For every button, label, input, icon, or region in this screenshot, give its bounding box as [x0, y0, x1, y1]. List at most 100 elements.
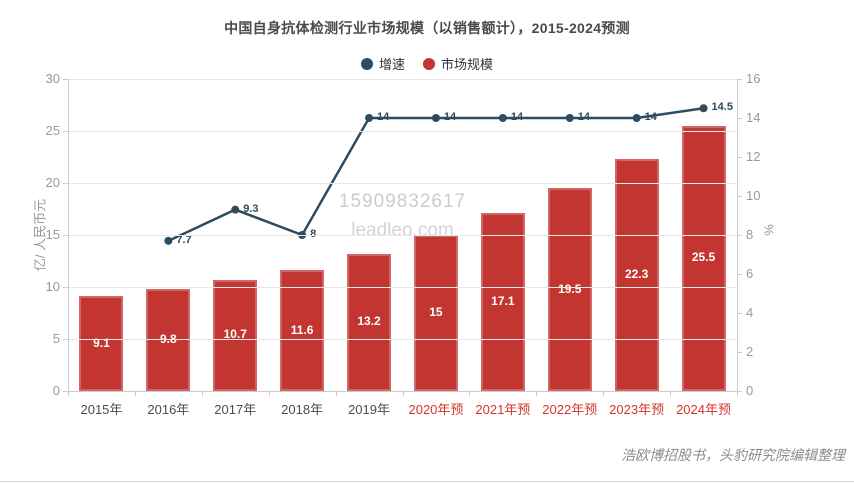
y2-axis-tick: [737, 313, 742, 314]
line-value-label: 14: [644, 111, 657, 123]
x-axis-label: 2017年: [214, 402, 257, 417]
y2-axis-tick: [737, 79, 742, 80]
bar-value-label: 19.5: [558, 281, 582, 296]
y2-axis-tick-label: 10: [746, 188, 761, 203]
gridline: [68, 79, 737, 80]
line-point[interactable]: [498, 114, 507, 122]
x-axis-tick: [402, 391, 404, 396]
bottom-divider: [0, 481, 854, 482]
bar-value-label: 17.1: [491, 294, 515, 309]
bar-2018年[interactable]: 11.6: [280, 270, 325, 391]
bar-value-label: 13.2: [357, 314, 381, 329]
line-value-label: 14: [443, 111, 457, 123]
y-axis-tick-label: 5: [52, 331, 60, 346]
y-axis-tick: [63, 79, 68, 80]
x-axis-label: 2021年预: [475, 402, 531, 417]
x-axis-tick: [670, 391, 672, 396]
bar-value-label: 25.5: [691, 250, 716, 265]
line-value-label: 7.7: [176, 233, 192, 246]
line-point[interactable]: [365, 114, 374, 122]
legend: 增速 市场规模: [0, 54, 854, 73]
legend-item-growth[interactable]: 增速: [360, 54, 405, 73]
bar-2019年[interactable]: 13.2: [347, 253, 392, 391]
growth-line-path: [167, 107, 704, 242]
market-size-legend-dot-icon: [423, 57, 435, 70]
y-axis-tick: [63, 391, 68, 392]
y-axis-tick: [63, 183, 68, 184]
legend-label-market-size: 市场规模: [441, 57, 494, 72]
y2-axis-tick: [737, 157, 742, 158]
line-value-label: 14: [577, 111, 590, 123]
y-axis-tick: [63, 235, 68, 236]
x-axis-tick: [335, 391, 337, 396]
line-point[interactable]: [231, 205, 240, 214]
y-axis-tick: [63, 339, 68, 340]
growth-legend-dot-icon: [360, 57, 373, 70]
bar-2021年预[interactable]: 17.1: [480, 213, 525, 391]
bar-2024年预[interactable]: 25.5: [681, 125, 726, 391]
x-axis-label: 2018年: [281, 402, 324, 417]
y2-axis-tick-label: 16: [746, 71, 761, 86]
x-axis-tick: [134, 391, 136, 396]
x-axis-tick: [737, 391, 738, 396]
x-axis-label: 2023年预: [609, 402, 665, 417]
gridline: [68, 339, 737, 340]
growth-line: [164, 104, 708, 245]
line-point[interactable]: [632, 114, 641, 122]
y-axis-tick-label: 10: [45, 279, 60, 294]
gridline: [68, 183, 737, 184]
x-axis-label: 2019年: [348, 402, 390, 417]
chart-title: 中国自身抗体检测行业市场规模（以销售额计），2015-2024预测: [224, 20, 630, 36]
y-axis-tick: [63, 287, 68, 288]
y-axis-tick-label: 25: [45, 123, 60, 138]
bar-2020年预[interactable]: 15: [413, 235, 458, 391]
bar-2022年预[interactable]: 19.5: [547, 188, 592, 391]
gridline: [68, 287, 737, 288]
x-axis-tick: [201, 391, 203, 396]
right-axis-line: [737, 79, 738, 391]
legend-label-growth: 增速: [378, 57, 405, 72]
y2-axis-tick-label: 0: [746, 383, 754, 398]
x-axis-tick: [68, 391, 69, 396]
y2-axis-tick: [737, 352, 742, 353]
bar-value-label: 10.7: [223, 327, 247, 342]
legend-item-market-size[interactable]: 市场规模: [423, 54, 493, 73]
y2-axis-tick-label: 6: [746, 266, 754, 281]
y2-axis-tick: [737, 274, 742, 275]
line-point[interactable]: [699, 104, 708, 113]
y-axis-tick-label: 20: [45, 175, 60, 190]
y2-axis-tick: [737, 196, 742, 197]
gridline: [68, 131, 737, 132]
x-axis-tick: [469, 391, 471, 396]
line-value-label: 14.5: [711, 101, 733, 114]
y2-axis-tick-label: 4: [746, 305, 754, 320]
left-axis-line: [68, 79, 69, 391]
y2-axis-tick-label: 8: [746, 227, 754, 242]
x-axis-label: 2024年预: [676, 402, 731, 417]
bar-2017年[interactable]: 10.7: [213, 279, 258, 391]
bar-value-label: 15: [429, 305, 443, 319]
line-point[interactable]: [164, 236, 173, 245]
plot-area: 15909832617 leadleo.com 9.1 9.8 10.7 11.6 13…: [68, 79, 737, 391]
x-axis-label: 2015年: [80, 402, 123, 417]
y2-axis-tick-label: 12: [746, 149, 761, 164]
x-axis-tick: [603, 391, 605, 396]
y2-axis-tick: [737, 118, 742, 119]
x-axis-tick: [536, 391, 538, 396]
line-value-label: 8: [310, 228, 317, 240]
x-axis-label: 2020年预: [408, 402, 464, 417]
bar-2015年[interactable]: 9.1: [79, 296, 124, 391]
bar-2023年预[interactable]: 22.3: [614, 159, 659, 391]
y2-axis-tick: [737, 391, 742, 392]
x-axis-tick: [268, 391, 270, 396]
y-axis-tick: [63, 131, 68, 132]
line-point[interactable]: [431, 114, 440, 122]
x-axis-label: 2022年预: [542, 402, 598, 417]
line-point[interactable]: [565, 114, 574, 122]
bar-value-label: 22.3: [624, 267, 649, 282]
gridline: [68, 235, 737, 236]
line-value-label: 9.3: [243, 202, 259, 215]
x-axis-label: 2016年: [147, 402, 190, 417]
y2-axis-tick: [737, 235, 742, 236]
